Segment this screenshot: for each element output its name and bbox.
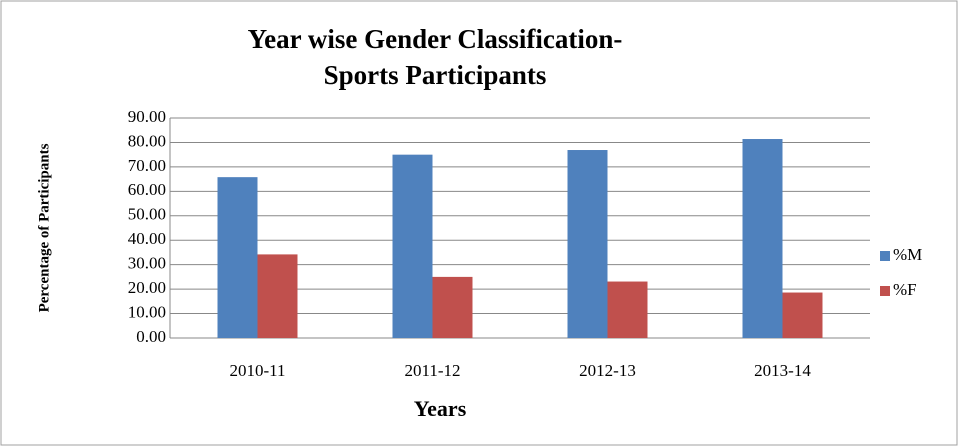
bar <box>217 177 258 338</box>
bar <box>392 154 433 338</box>
y-tick-label: 80.00 <box>128 131 166 150</box>
x-tick-label: 2012-13 <box>579 361 636 380</box>
y-tick-label: 40.00 <box>128 229 166 248</box>
x-tick-label: 2010-11 <box>229 361 285 380</box>
y-tick-label: 70.00 <box>128 156 166 175</box>
bar <box>257 254 298 338</box>
legend-swatch <box>880 251 890 261</box>
x-tick-label: 2013-14 <box>754 361 811 380</box>
legend-label: %F <box>893 280 917 299</box>
x-axis-label: Years <box>414 396 467 421</box>
y-tick-label: 20.00 <box>128 278 166 297</box>
chart-title: Sports Participants <box>324 60 547 90</box>
legend-swatch <box>880 286 890 296</box>
bar <box>432 276 473 338</box>
bar <box>567 150 608 338</box>
y-tick-label: 50.00 <box>128 205 166 224</box>
y-tick-label: 90.00 <box>128 107 166 126</box>
bar <box>607 281 648 338</box>
x-tick-label: 2011-12 <box>404 361 460 380</box>
bar <box>742 139 783 338</box>
y-tick-label: 30.00 <box>128 254 166 273</box>
bar <box>782 292 823 338</box>
y-tick-label: 60.00 <box>128 180 166 199</box>
y-axis-label: Percentage of Participants <box>36 143 52 312</box>
legend-label: %M <box>893 245 922 264</box>
chart-title: Year wise Gender Classification- <box>248 24 623 54</box>
y-tick-label: 0.00 <box>136 327 166 346</box>
y-tick-label: 10.00 <box>128 302 166 321</box>
